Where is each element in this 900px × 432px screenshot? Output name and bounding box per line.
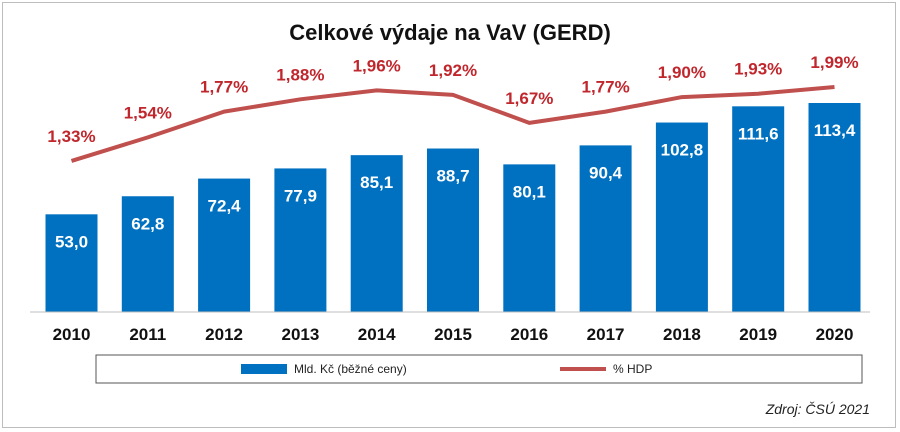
percent-label-2017: 1,77% (581, 78, 629, 97)
bar-value-label-2018: 102,8 (661, 141, 704, 160)
bar-2010 (45, 214, 98, 312)
source-note: Zdroj: ČSÚ 2021 (765, 401, 870, 417)
percent-label-2011: 1,54% (124, 103, 172, 122)
x-tick-label-2020: 2020 (816, 325, 854, 344)
percent-label-2013: 1,88% (276, 65, 324, 84)
x-tick-label-2014: 2014 (358, 325, 396, 344)
chart-frame (2, 2, 896, 428)
bar-2017 (579, 145, 632, 312)
bar-labels-group: 53,0 62,8 72,4 77,9 85,1 88,7 80,1 90,4 102,8 111… (55, 121, 856, 251)
x-tick-label-2011: 2011 (129, 325, 166, 344)
legend-line-label: % HDP (613, 362, 652, 376)
bar-2015 (427, 148, 479, 312)
bar-2011 (121, 196, 174, 312)
bar-2013 (274, 168, 327, 312)
bar-2012 (198, 178, 251, 312)
x-tick-label-2015: 2015 (434, 325, 472, 344)
bar-value-label-2014: 85,1 (360, 173, 393, 192)
bar-value-label-2015: 88,7 (436, 167, 469, 186)
bar-2019 (732, 106, 785, 312)
x-tick-label-2019: 2019 (739, 325, 777, 344)
percent-label-2020: 1,99% (810, 53, 858, 72)
percent-label-2019: 1,93% (734, 60, 782, 79)
bar-2016 (503, 164, 556, 312)
x-tick-label-2016: 2016 (510, 325, 548, 344)
legend-bar-label: Mld. Kč (běžné ceny) (294, 362, 407, 376)
bar-2018 (655, 122, 708, 312)
x-tick-label-2010: 2010 (53, 325, 91, 344)
line-group (70, 85, 835, 163)
bar-value-label-2017: 90,4 (589, 163, 623, 182)
percent-label-2012: 1,77% (200, 78, 248, 97)
bar-value-label-2020: 113,4 (814, 121, 856, 140)
x-tick-labels-group: 2010 2011 2012 2013 2014 2015 2016 2017 2018 2019… (53, 325, 854, 344)
x-tick-label-2018: 2018 (663, 325, 701, 344)
bar-value-label-2019: 111,6 (738, 124, 779, 143)
percent-label-2015: 1,92% (429, 61, 477, 80)
legend-box (95, 354, 863, 384)
bar-value-label-2010: 53,0 (55, 232, 88, 251)
bar-value-label-2013: 77,9 (284, 186, 317, 205)
bar-2020 (808, 103, 861, 312)
x-tick-label-2017: 2017 (587, 325, 625, 344)
percent-label-2010: 1,33% (47, 127, 95, 146)
x-tick-label-2013: 2013 (281, 325, 319, 344)
percent-label-2014: 1,96% (353, 56, 401, 75)
x-tick-label-2012: 2012 (205, 325, 243, 344)
hdp-percent-line (70, 85, 835, 163)
percent-labels-group: 1,33% 1,54% 1,77% 1,88% 1,96% 1,92% 1,67% 1,77%… (47, 53, 858, 146)
percent-label-2018: 1,90% (658, 63, 706, 82)
percent-label-2016: 1,67% (505, 89, 553, 108)
bar-value-label-2016: 80,1 (513, 182, 546, 201)
bar-value-label-2011: 62,8 (131, 214, 164, 233)
chart-title: Celkové výdaje na VaV (GERD) (289, 20, 611, 45)
legend-bar-swatch (241, 364, 287, 374)
bar-2014 (350, 155, 403, 312)
bars-group (45, 103, 861, 312)
bar-value-label-2012: 72,4 (208, 197, 242, 216)
